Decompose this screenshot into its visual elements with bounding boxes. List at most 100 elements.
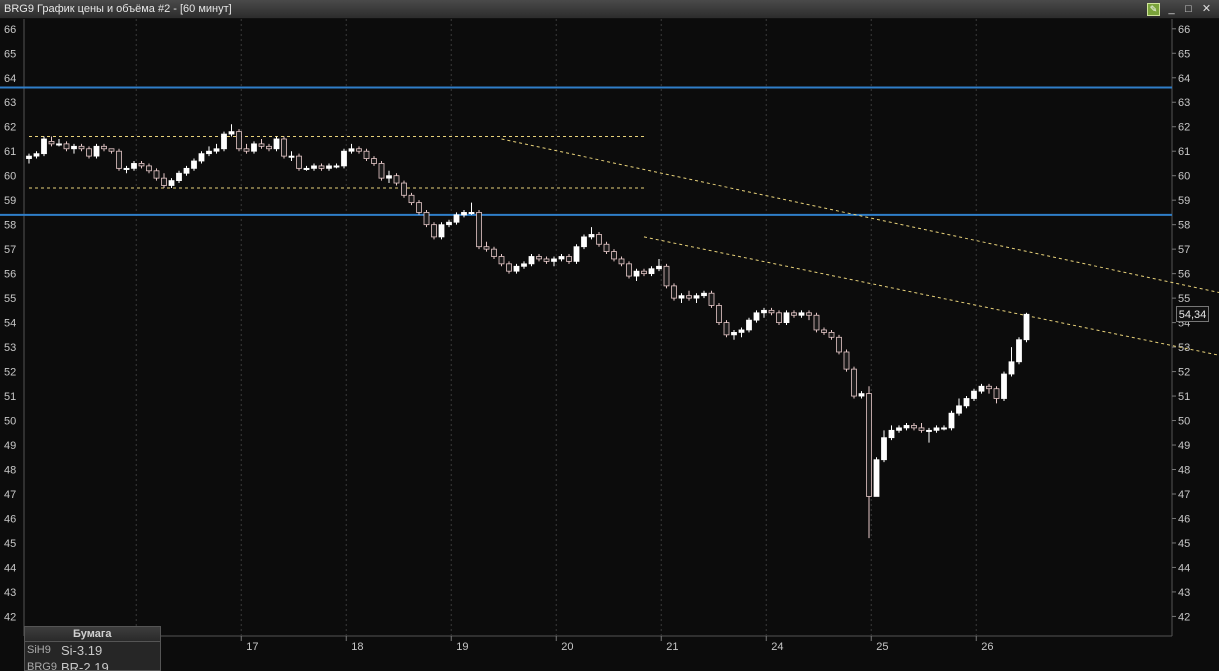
candle-body — [86, 148, 92, 157]
x-tick-label: 18 — [351, 641, 363, 653]
x-tick-label: 17 — [246, 641, 258, 653]
candle-body — [791, 312, 797, 316]
candle — [476, 209, 482, 250]
candle — [918, 422, 925, 433]
candle — [446, 219, 452, 228]
security-row[interactable]: BRG9 BR-2.19 — [25, 660, 160, 670]
candle-body — [243, 148, 250, 152]
minimize-button[interactable]: _ — [1168, 3, 1175, 15]
candle — [356, 146, 362, 154]
candle-body — [371, 158, 377, 164]
candle-body — [213, 148, 220, 152]
candle-body — [446, 221, 452, 226]
candle — [386, 170, 392, 184]
window-titlebar[interactable]: BRG9 График цены и объёма #2 - [60 минут… — [0, 0, 1219, 19]
candle — [641, 268, 647, 277]
candle-body — [888, 429, 895, 439]
price-chart[interactable]: 42 43 44 45 46 47 48 49 50 51 52 53 54 55 56 57 58 59 60 61… — [0, 19, 1219, 671]
candle-body — [228, 131, 235, 135]
candle — [933, 425, 940, 433]
candle-body — [453, 214, 460, 223]
close-button[interactable]: ✕ — [1201, 3, 1212, 15]
candle — [581, 234, 587, 250]
candle — [596, 232, 602, 247]
candlestick-series — [26, 124, 1030, 539]
candle — [198, 151, 205, 164]
y-tick-label-right: 65 — [1178, 48, 1190, 60]
candle — [948, 410, 955, 431]
pencil-icon[interactable]: ✎ — [1147, 3, 1160, 16]
y-tick-label-left: 55 — [4, 293, 16, 305]
candle — [633, 268, 640, 281]
maximize-button[interactable]: □ — [1185, 3, 1192, 15]
candle-body — [543, 258, 550, 262]
candle — [33, 151, 40, 159]
candle-body — [408, 194, 415, 204]
candle — [708, 290, 715, 308]
y-tick-label-right: 57 — [1178, 244, 1190, 256]
candle — [588, 227, 595, 240]
candle — [206, 146, 212, 157]
trend-channels[interactable] — [29, 136, 1219, 421]
candle — [236, 129, 242, 152]
candle-body — [678, 295, 685, 299]
y-tick-label-left: 62 — [4, 122, 16, 134]
candle — [453, 212, 460, 225]
candle-body — [783, 312, 790, 324]
candle-body — [318, 165, 325, 169]
candle — [401, 180, 407, 198]
candle-body — [858, 393, 865, 397]
candle-body — [746, 319, 752, 331]
y-tick-label-right: 56 — [1178, 269, 1190, 281]
candle-body — [131, 163, 137, 169]
candle-body — [273, 138, 280, 150]
security-row[interactable]: SiH9 Si-3.19 — [25, 643, 160, 659]
candle — [888, 425, 895, 441]
candle — [438, 222, 445, 240]
y-tick-label-right: 45 — [1178, 538, 1190, 550]
candle — [993, 386, 1000, 404]
candle — [978, 383, 985, 394]
candle — [558, 254, 565, 262]
candle — [78, 143, 85, 152]
y-tick-label-left: 51 — [4, 391, 16, 403]
horizontal-levels[interactable] — [0, 86, 1172, 216]
candle-body — [566, 256, 572, 262]
candle-body — [776, 312, 782, 324]
candle — [911, 422, 917, 431]
y-tick-label-right: 42 — [1178, 611, 1190, 623]
candle-body — [423, 212, 430, 226]
candle-body — [933, 427, 940, 431]
candle — [371, 156, 377, 166]
candle-body — [108, 148, 115, 152]
candle — [656, 258, 662, 272]
candle-body — [738, 329, 745, 333]
securities-panel[interactable]: Бумага SiH9 Si-3.19 BRG9 BR-2.19 — [24, 626, 161, 671]
candle-body — [798, 312, 805, 316]
candle — [753, 310, 760, 323]
candle — [108, 148, 115, 154]
candle-body — [341, 150, 347, 167]
candle — [393, 173, 400, 186]
candle — [971, 388, 977, 401]
candle-body — [693, 295, 700, 299]
securities-panel-header: Бумага — [25, 627, 160, 642]
x-tick-label: 19 — [456, 641, 468, 653]
candle — [896, 425, 902, 433]
y-tick-label-left: 64 — [4, 73, 16, 85]
y-tick-label-left: 63 — [4, 97, 16, 109]
candle — [543, 256, 550, 264]
candle-body — [1016, 339, 1022, 363]
candle — [48, 136, 55, 147]
candle-body — [753, 312, 760, 321]
candle-body — [71, 145, 77, 150]
candle-body — [161, 177, 167, 186]
candle — [761, 307, 767, 318]
window-title: BRG9 График цены и объёма #2 - [60 минут… — [4, 3, 232, 15]
candle — [693, 293, 700, 304]
candle-body — [303, 167, 310, 170]
candle-body — [33, 153, 40, 157]
candle-body — [836, 336, 842, 353]
candle-body — [206, 150, 212, 155]
candle — [26, 153, 32, 164]
